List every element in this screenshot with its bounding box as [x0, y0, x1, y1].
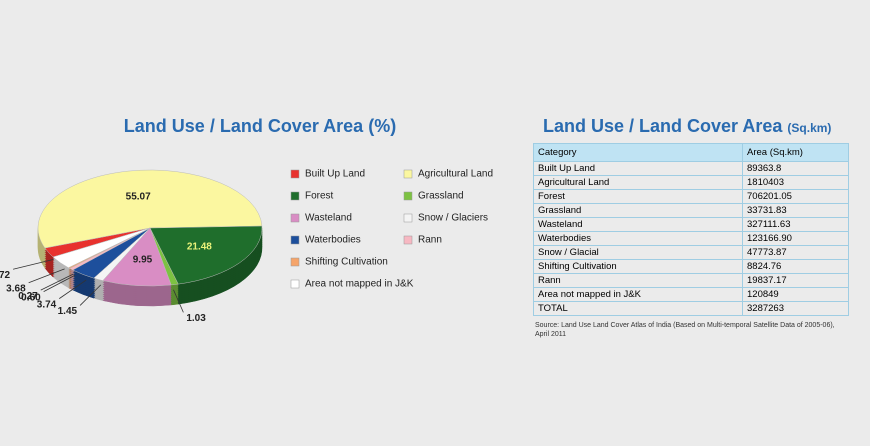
table-row: Snow / Glacial 47773.87: [533, 245, 849, 260]
value-label: 0.60: [21, 292, 41, 303]
value-label: 3.68: [6, 283, 26, 294]
table-cell: Grassland: [533, 203, 743, 218]
legend-swatch: [290, 279, 300, 289]
slice: [37, 169, 263, 249]
value-label: 55.07: [126, 191, 151, 202]
table-cell: Built Up Land: [533, 161, 743, 176]
table-cell: 120849: [742, 287, 849, 302]
legend-swatch: [290, 191, 300, 201]
legend-label: Grassland: [418, 191, 464, 202]
chart-title: Land Use / Land Cover Area (%): [124, 116, 396, 136]
table-cell: 8824.76: [742, 259, 849, 274]
legend-swatch: [403, 235, 413, 245]
table-cell: TOTAL: [533, 301, 743, 316]
value-label: 1.45: [58, 306, 78, 317]
legend-swatch: [403, 191, 413, 201]
header-row: Category Area (Sq.km): [533, 143, 849, 162]
slice: [149, 225, 263, 285]
table-row: Forest 706201.05: [533, 189, 849, 204]
table-cell: 327111.63: [742, 217, 849, 232]
value-label: 2.72: [0, 270, 11, 281]
value-label: 1.03: [186, 313, 206, 324]
value-label: 3.74: [37, 299, 57, 310]
leader-line: [43, 274, 76, 293]
legend-label: Waterbodies: [305, 235, 361, 246]
table-cell: 123166.90: [742, 231, 849, 246]
legend-swatch: [290, 169, 300, 179]
legend-swatch: [403, 169, 413, 179]
header-cell: Area (Sq.km): [742, 143, 849, 162]
table-cell: Snow / Glacial: [533, 245, 743, 260]
table-row: Waterbodies 123166.90: [533, 231, 849, 246]
slice: [52, 227, 151, 269]
leader-line: [173, 289, 184, 313]
legend-swatch: [403, 213, 413, 223]
table-cell: Agricultural Land: [533, 175, 743, 190]
legend-label: Forest: [305, 191, 334, 202]
table-cell: Wasteland: [533, 217, 743, 232]
legend-swatch: [290, 213, 300, 223]
table-row: Grassland 33731.83: [533, 203, 849, 218]
table-row: Wasteland 327111.63: [533, 217, 849, 232]
legend-label: Area not mapped in J&K: [305, 279, 414, 290]
leader-line: [79, 284, 102, 306]
leader-line: [28, 268, 65, 284]
table-cell: 47773.87: [742, 245, 849, 260]
header-cell: Category: [533, 143, 743, 162]
legend-swatch: [290, 235, 300, 245]
table-title-unit: (Sq.km): [787, 121, 832, 135]
legend-label: Agricultural Land: [418, 169, 493, 180]
source-note: Source: Land Use Land Cover Atlas of Ind…: [535, 322, 835, 338]
table-row: Rann 19837.17: [533, 273, 849, 288]
table-row: TOTAL 3287263: [533, 301, 849, 316]
table-cell: Shifting Cultivation: [533, 259, 743, 274]
table-cell: Forest: [533, 189, 743, 204]
table-row: Area not mapped in J&K 120849: [533, 287, 849, 302]
leader-line: [12, 258, 54, 270]
table-cell: Rann: [533, 273, 743, 288]
table-row: Shifting Cultivation 8824.76: [533, 259, 849, 274]
table-row: Built Up Land 89363.8: [533, 161, 849, 176]
table-cell: Area not mapped in J&K: [533, 287, 743, 302]
value-label: 9.95: [133, 254, 153, 265]
legend-label: Snow / Glaciers: [418, 213, 488, 224]
legend-label: Wasteland: [305, 213, 352, 224]
value-label: 21.48: [187, 242, 212, 253]
table-cell: 1810403: [742, 175, 849, 190]
table-cell: Waterbodies: [533, 231, 743, 246]
leader-line: [59, 279, 87, 299]
leader-line: [40, 273, 74, 291]
legend-label: Built Up Land: [305, 169, 365, 180]
legend-label: Shifting Cultivation: [305, 257, 388, 268]
table-cell: 3287263: [742, 301, 849, 316]
table-cell: 706201.05: [742, 189, 849, 204]
table-cell: 89363.8: [742, 161, 849, 176]
legend-label: Rann: [418, 235, 442, 246]
table-title-text: Land Use / Land Cover Area: [543, 116, 783, 136]
legend-swatch: [290, 257, 300, 267]
table-row: Agricultural Land 1810403: [533, 175, 849, 190]
table-cell: 19837.17: [742, 273, 849, 288]
table-cell: 33731.83: [742, 203, 849, 218]
value-label: 0.27: [18, 291, 38, 302]
table-title: Land Use / Land Cover Area (Sq.km): [543, 116, 831, 137]
area-table: Category Area (Sq.km) Built Up Land 89363.…: [533, 143, 849, 316]
